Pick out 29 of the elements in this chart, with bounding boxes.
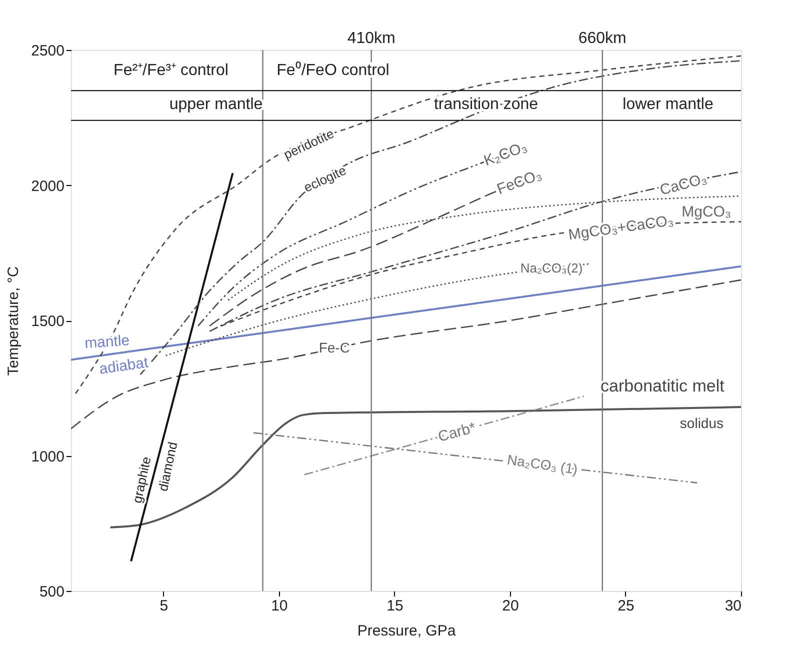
y-tick-label: 2000 xyxy=(31,178,64,195)
annotation: solidus xyxy=(680,414,724,431)
x-tick-label: 10 xyxy=(271,598,288,614)
annotation: transition zone xyxy=(434,96,538,113)
annotation: lower mantle xyxy=(622,96,714,113)
annotation: graphite xyxy=(129,455,154,504)
annotation: diamond xyxy=(155,440,180,492)
y-tick-label: 1500 xyxy=(31,313,64,330)
ref-line-label: 660km xyxy=(578,30,626,47)
x-tick-label: 20 xyxy=(502,598,519,614)
annotation: Carb* xyxy=(436,419,478,446)
annotation: Na₂CO₃ (1) xyxy=(506,451,579,478)
annotation: mantle xyxy=(84,332,130,352)
annotation: MgCO₃ xyxy=(682,204,732,221)
annotation: CaCO₃ xyxy=(658,170,709,200)
x-axis-title: Pressure, GPa xyxy=(357,622,456,640)
y-tick-label: 1000 xyxy=(31,448,64,466)
annotation: adiabat xyxy=(98,354,150,378)
y-axis-title: Temperature, °C xyxy=(5,266,22,376)
annotation: Fe²⁺/Fe³⁺ control xyxy=(114,62,228,79)
x-tick-label: 25 xyxy=(618,598,634,614)
x-tick-label: 30 xyxy=(724,598,742,614)
x-tick-label: 15 xyxy=(386,598,404,614)
annotation: MgCO₃+CaCO₃ xyxy=(567,212,675,244)
annotation: upper mantle xyxy=(169,96,263,113)
ref-line-label: 410km xyxy=(347,30,396,47)
y-tick-label: 500 xyxy=(39,584,64,600)
x-tick-label: 5 xyxy=(160,598,168,614)
y-tick-label: 2500 xyxy=(31,42,64,60)
